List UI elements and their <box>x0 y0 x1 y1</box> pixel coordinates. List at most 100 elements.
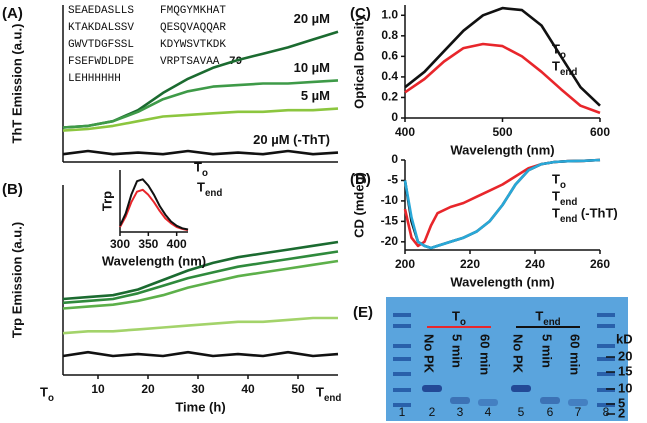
lane-label: 5 min <box>450 334 465 368</box>
ladder-band <box>393 403 411 407</box>
data-line <box>62 240 339 301</box>
x-tick-label: 40 <box>241 382 255 396</box>
series-label: 5 µM <box>301 88 330 103</box>
series-label: 20 µM (-ThT) <box>253 132 330 147</box>
ladder-band <box>393 324 411 328</box>
y-tick-label: 0.8 <box>381 28 398 42</box>
data-line <box>119 178 189 231</box>
y-axis-label: Trp <box>99 191 114 211</box>
data-line <box>404 42 601 115</box>
x-axis-label: Wavelength (nm) <box>450 274 554 289</box>
data-line <box>62 250 339 305</box>
sequence-line: LEHHHHHH <box>68 73 121 85</box>
marker-label: 2 <box>618 405 625 420</box>
y-axis-label: Optical Density <box>351 13 366 108</box>
sample-band <box>540 397 560 404</box>
y-tick-label: -20 <box>381 234 399 248</box>
data-line <box>62 79 339 129</box>
ladder-band <box>393 372 411 376</box>
x-tick-label: 30 <box>191 382 205 396</box>
sequence-line: QESQVAQQAR <box>160 22 226 34</box>
legend-label: Tend (-ThT) <box>552 205 618 225</box>
y-axis-label: CD (mdeg) <box>351 172 366 238</box>
lane-label: 60 min <box>478 334 493 375</box>
panel-label: (E) <box>353 304 373 321</box>
panel-label: (C) <box>350 5 371 22</box>
y-tick-label: -10 <box>381 193 399 207</box>
sequence-line: GWVTDGFSSL <box>68 39 134 51</box>
y-tick-label: 0.4 <box>381 69 398 83</box>
y-tick-label: 0.6 <box>381 49 398 63</box>
lane-label: No PK <box>422 334 437 374</box>
lane-number: 7 <box>575 405 582 419</box>
lane-number: 8 <box>603 405 610 419</box>
lane-number: 4 <box>485 405 492 419</box>
x-end-label: Tend <box>316 384 341 404</box>
sample-band <box>422 385 442 392</box>
data-line <box>62 350 339 358</box>
sequence-line: SEAEDASLLS <box>68 5 134 17</box>
ladder-band <box>597 388 615 392</box>
x-tick-label: 10 <box>91 382 105 396</box>
y-tick-label: 0 <box>391 110 398 124</box>
ladder-band <box>597 372 615 376</box>
x-tick-label: 20 <box>141 382 155 396</box>
x-axis-label: Time (h) <box>175 399 225 414</box>
panel-label: (B) <box>2 181 23 198</box>
marker-label: 10 <box>618 380 632 395</box>
x-tick-label: 260 <box>590 257 610 271</box>
panel-label: (A) <box>2 5 23 22</box>
sample-band <box>478 399 498 406</box>
ladder-band <box>597 357 615 361</box>
lane-number: 5 <box>518 405 525 419</box>
data-line <box>62 149 339 156</box>
x-tick-label: 220 <box>460 257 480 271</box>
marker-label: 20 <box>618 348 632 363</box>
lane-label: No PK <box>511 334 526 374</box>
sample-band <box>511 385 531 392</box>
y-tick-label: -5 <box>387 173 398 187</box>
marker-label: 15 <box>618 363 632 378</box>
x-axis-label: Wavelength (nm) <box>102 253 206 268</box>
x-tick-label: 500 <box>492 125 512 139</box>
y-axis-label: ThT Emission (a.u.) <box>9 24 24 144</box>
lane-number: 1 <box>399 405 406 419</box>
x-start-label: To <box>40 384 54 404</box>
x-tick-label: 300 <box>110 237 130 251</box>
ladder-band <box>597 324 615 328</box>
lane-number: 6 <box>547 405 554 419</box>
ladder-band <box>597 344 615 348</box>
y-tick-label: 1.0 <box>381 7 398 21</box>
ladder-band <box>597 403 615 407</box>
lane-label: 60 min <box>568 334 583 375</box>
ladder-band <box>393 313 411 317</box>
panel-label: (D) <box>350 171 371 188</box>
sequence-line: KDYWSVTKDK <box>160 39 226 51</box>
series-label: 10 µM <box>294 60 330 75</box>
lane-number: 3 <box>457 405 464 419</box>
y-tick-label: 0.2 <box>381 90 398 104</box>
y-tick-label: -15 <box>381 214 399 228</box>
unit-label: kD <box>616 331 633 346</box>
x-tick-label: 240 <box>525 257 545 271</box>
x-tick-label: 600 <box>590 125 610 139</box>
ladder-band <box>393 344 411 348</box>
x-tick-label: 50 <box>291 382 305 396</box>
sample-band <box>450 397 470 404</box>
sequence-line: FSEFWDLDPE <box>68 56 134 68</box>
data-line <box>62 259 339 310</box>
legend-label: Tend <box>197 179 222 199</box>
data-line <box>404 6 601 107</box>
lane-number: 2 <box>429 405 436 419</box>
ladder-band <box>393 357 411 361</box>
series-label: 20 µM <box>294 11 330 26</box>
data-line <box>62 107 339 132</box>
data-line <box>403 158 601 250</box>
ladder-band <box>597 313 615 317</box>
sequence-line: VRPTSAVAA <box>160 56 220 68</box>
y-tick-label: 0 <box>391 152 398 166</box>
gel-image <box>386 297 628 421</box>
ladder-band <box>393 388 411 392</box>
data-line <box>62 316 338 335</box>
